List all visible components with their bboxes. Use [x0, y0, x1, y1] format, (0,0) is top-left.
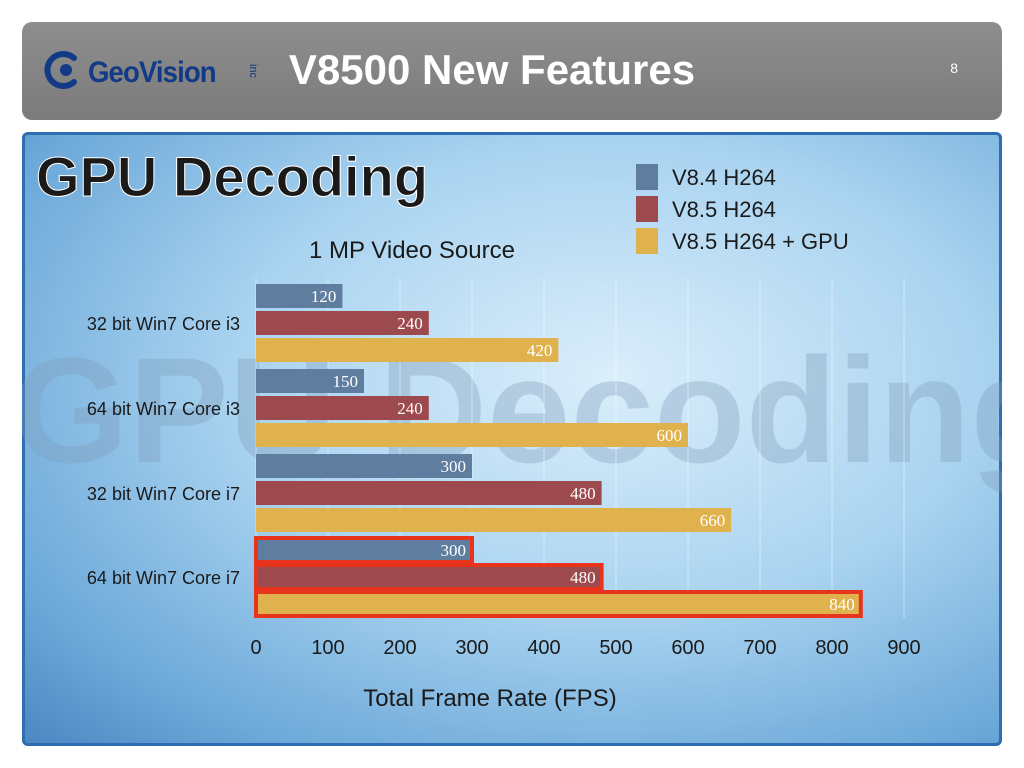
- legend-swatch: [636, 164, 658, 190]
- bar-2-4: [254, 563, 604, 591]
- bar-value-label: 120: [311, 287, 337, 306]
- bar-value-label: 600: [657, 426, 683, 445]
- legend-swatch: [636, 228, 658, 254]
- bar-value-label: 240: [397, 314, 423, 333]
- bar-3-1: [256, 338, 559, 362]
- x-axis-label: Total Frame Rate (FPS): [363, 685, 616, 712]
- bar-value-label: 150: [333, 372, 359, 391]
- category-labels: 32 bit Win7 Core i3 64 bit Win7 Core i3 32…: [87, 314, 240, 588]
- bar-value-label: 420: [527, 341, 553, 360]
- category-label: 64 bit Win7 Core i3: [87, 399, 240, 419]
- logo-inc: inc: [247, 64, 259, 79]
- category-label: 32 bit Win7 Core i3: [87, 314, 240, 334]
- bar-value-label: 480: [570, 484, 596, 503]
- legend: V8.4 H264 V8.5 H264 V8.5 H264 + GPU: [636, 164, 849, 254]
- x-tick-label: 0: [250, 637, 261, 659]
- bar-1-4: [254, 536, 474, 564]
- legend-swatch: [636, 196, 658, 222]
- bar-value-label: 840: [829, 595, 855, 614]
- chart-panel: GPU Decoding GPU Decoding 1 MP Video Sou…: [22, 132, 1002, 746]
- bar-value-label: 300: [441, 541, 467, 560]
- bar-1-1: [256, 284, 343, 308]
- bar-value-label: 240: [397, 399, 423, 418]
- bar-2-2: [256, 396, 429, 420]
- x-tick-label: 100: [311, 637, 344, 659]
- x-tick-label: 700: [743, 637, 776, 659]
- legend-label: V8.5 H264: [672, 197, 776, 222]
- category-label: 64 bit Win7 Core i7: [87, 568, 240, 588]
- geovision-logo-icon: [44, 51, 77, 89]
- page-number: 8: [950, 60, 958, 76]
- bar-1-2: [256, 369, 364, 393]
- x-tick-label: 400: [527, 637, 560, 659]
- geovision-logo: GeoVision inc: [42, 46, 272, 96]
- bar-value-label: 480: [570, 568, 596, 587]
- gpu-decoding-chart: GPU Decoding GPU Decoding 1 MP Video Sou…: [22, 145, 1002, 713]
- x-tick-label: 300: [455, 637, 488, 659]
- x-tick-labels: 0 100 200 300 400 500 600 700 800 900: [250, 637, 920, 659]
- bar-3-4: [254, 590, 863, 618]
- x-tick-label: 200: [383, 637, 416, 659]
- bar-value-label: 300: [441, 457, 467, 476]
- logo-text: GeoVision: [88, 56, 217, 89]
- bar-1-3: [256, 454, 472, 478]
- chart-subtitle: 1 MP Video Source: [309, 237, 515, 264]
- bar-2-3: [256, 481, 602, 505]
- bar-marks: 120 240 420 150 240 600 300 480 660 300 480 840: [254, 284, 863, 618]
- bar-value-label: 660: [700, 511, 726, 530]
- legend-label: V8.4 H264: [672, 165, 776, 190]
- category-label: 32 bit Win7 Core i7: [87, 484, 240, 504]
- bar-2-1: [256, 311, 429, 335]
- x-tick-label: 600: [671, 637, 704, 659]
- slide-header: GeoVision inc V8500 New Features 8: [22, 22, 1002, 120]
- x-tick-label: 500: [599, 637, 632, 659]
- x-tick-label: 900: [887, 637, 920, 659]
- bar-3-2: [256, 423, 688, 447]
- legend-label: V8.5 H264 + GPU: [672, 229, 849, 254]
- chart-title: GPU Decoding: [36, 145, 428, 208]
- bar-3-3: [256, 508, 732, 532]
- x-tick-label: 800: [815, 637, 848, 659]
- slide-title: V8500 New Features: [288, 46, 696, 93]
